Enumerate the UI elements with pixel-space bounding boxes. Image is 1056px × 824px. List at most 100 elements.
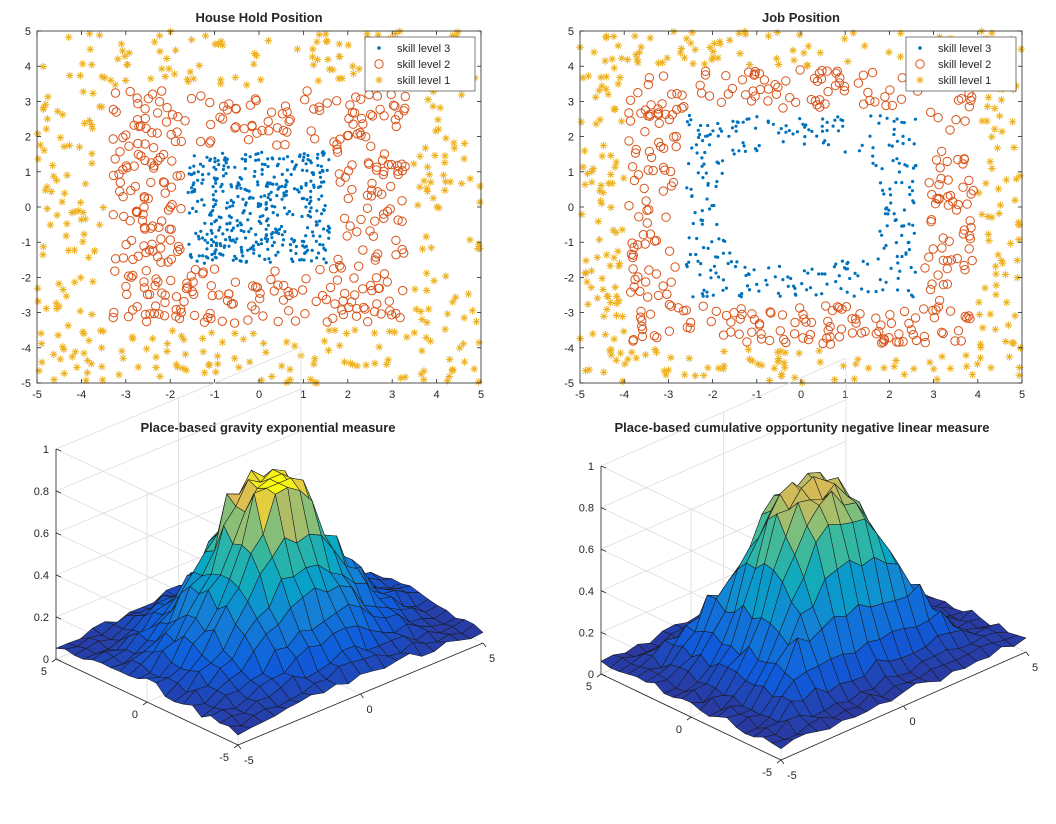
point xyxy=(927,279,937,289)
point xyxy=(182,278,192,288)
point xyxy=(268,181,272,185)
point xyxy=(924,178,934,188)
point xyxy=(48,161,57,170)
point xyxy=(891,159,895,163)
point xyxy=(795,65,805,75)
point xyxy=(936,173,946,184)
point xyxy=(133,138,143,149)
point xyxy=(906,325,917,335)
point xyxy=(416,152,424,161)
point xyxy=(418,315,426,324)
point xyxy=(50,375,58,384)
point xyxy=(750,91,760,101)
point xyxy=(68,353,77,361)
y-tick xyxy=(233,744,239,749)
point xyxy=(70,278,79,287)
point xyxy=(592,120,600,128)
point xyxy=(644,73,654,83)
point xyxy=(309,161,313,165)
point xyxy=(73,363,81,372)
point xyxy=(583,278,591,286)
point xyxy=(902,121,906,125)
point xyxy=(306,213,310,218)
x-tick-label: 3 xyxy=(389,389,395,401)
point xyxy=(744,345,753,354)
point xyxy=(282,107,292,117)
point xyxy=(385,306,395,316)
point xyxy=(418,245,427,253)
point xyxy=(207,328,216,337)
point xyxy=(95,31,104,39)
point xyxy=(643,292,653,302)
point xyxy=(309,104,319,114)
point xyxy=(121,76,130,85)
point xyxy=(49,172,58,181)
point xyxy=(910,313,921,323)
point xyxy=(221,232,225,236)
point xyxy=(784,130,788,134)
point xyxy=(602,32,610,41)
point xyxy=(249,329,258,338)
point xyxy=(266,196,270,200)
point xyxy=(337,305,347,315)
point xyxy=(375,104,385,115)
point xyxy=(214,244,219,248)
point xyxy=(964,311,974,321)
point xyxy=(709,47,717,56)
point xyxy=(938,233,948,243)
point xyxy=(658,58,667,67)
point xyxy=(293,45,302,53)
point xyxy=(933,375,941,384)
point xyxy=(41,186,50,195)
point xyxy=(689,59,697,68)
point xyxy=(81,215,90,223)
point xyxy=(635,48,644,57)
point xyxy=(213,160,217,164)
point xyxy=(644,146,655,157)
point xyxy=(123,312,134,322)
point xyxy=(271,211,275,215)
point xyxy=(474,240,483,248)
point xyxy=(919,331,930,342)
point xyxy=(630,148,641,158)
point xyxy=(370,255,380,265)
point xyxy=(742,337,752,347)
point xyxy=(243,187,247,191)
point xyxy=(302,86,312,96)
point xyxy=(253,169,257,174)
z-tick xyxy=(600,507,607,510)
point xyxy=(37,339,46,348)
point xyxy=(633,240,643,250)
point xyxy=(228,221,232,225)
point xyxy=(633,88,643,98)
point xyxy=(911,179,915,184)
point xyxy=(953,154,963,165)
point xyxy=(981,284,989,292)
point xyxy=(241,197,245,201)
point xyxy=(283,287,293,297)
point xyxy=(942,256,953,266)
point xyxy=(747,327,757,337)
point xyxy=(331,326,339,335)
point xyxy=(652,332,662,343)
point xyxy=(243,167,247,171)
point xyxy=(897,161,901,165)
y-tick-label: 4 xyxy=(25,61,31,73)
point xyxy=(899,306,910,317)
point xyxy=(448,365,457,374)
point xyxy=(959,154,969,164)
point xyxy=(895,254,899,259)
point xyxy=(121,239,131,250)
point xyxy=(348,62,357,70)
point xyxy=(920,337,930,348)
point xyxy=(651,345,659,354)
point xyxy=(887,143,891,147)
point xyxy=(802,61,811,70)
point xyxy=(616,349,625,357)
point xyxy=(610,105,618,113)
point xyxy=(639,183,649,194)
point xyxy=(431,151,439,160)
y-tick-label: 0 xyxy=(132,709,138,721)
point xyxy=(235,363,243,372)
point xyxy=(316,152,320,156)
